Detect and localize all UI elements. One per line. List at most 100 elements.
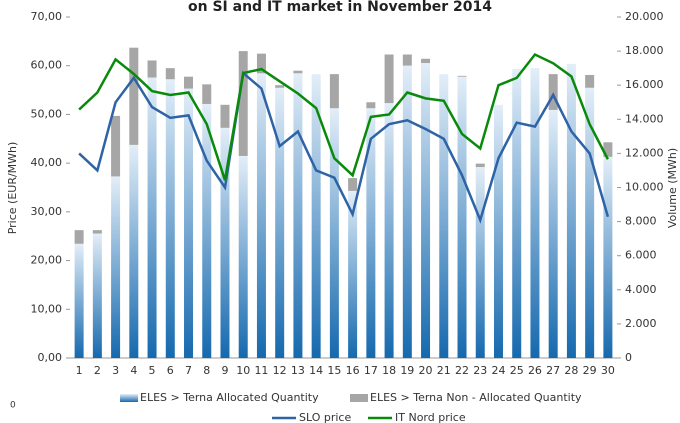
bar: [74, 243, 84, 358]
x-tick-label: 14: [309, 364, 323, 377]
bar: [329, 108, 339, 358]
bar: [348, 178, 358, 191]
bar: [311, 74, 321, 359]
bar: [293, 73, 303, 358]
legend-label: ELES > Terna Allocated Quantity: [140, 391, 319, 404]
y-tick-label: 70,00: [31, 10, 63, 23]
bar: [275, 85, 285, 88]
y-tick-label: 50,00: [31, 107, 63, 120]
x-tick-label: 21: [437, 364, 451, 377]
legend-swatch: [350, 394, 368, 402]
bar: [530, 68, 540, 359]
bar: [475, 163, 485, 168]
x-tick-label: 17: [364, 364, 378, 377]
legend-label: IT Nord price: [395, 411, 466, 423]
bar: [329, 74, 339, 109]
bar: [147, 77, 157, 358]
y-tick-label: 60,00: [31, 59, 63, 72]
x-tick-label: 19: [400, 364, 414, 377]
bar: [111, 176, 121, 358]
x-tick-label: 25: [510, 364, 524, 377]
bar: [184, 76, 194, 89]
y-tick-label: 0,00: [38, 351, 63, 364]
bar: [129, 47, 139, 145]
line: [78, 70, 610, 224]
bar: [202, 103, 212, 358]
bar: [402, 54, 412, 66]
bar: [366, 108, 376, 358]
bar: [184, 88, 194, 359]
bar: [457, 75, 467, 77]
bar: [566, 63, 576, 358]
line: [78, 52, 609, 181]
bar: [384, 54, 394, 104]
bar: [348, 190, 358, 358]
y-tick-label: 40,00: [31, 156, 63, 169]
legend-label: ELES > Terna Non - Allocated Quantity: [370, 391, 582, 404]
bar: [92, 233, 102, 358]
chart-title: on SI and IT market in November 2014: [188, 0, 492, 15]
x-tick-label: 2: [94, 364, 101, 377]
bar: [548, 109, 558, 358]
bar: [585, 87, 595, 358]
x-tick-label: 18: [382, 364, 396, 377]
bar: [439, 74, 449, 359]
bar: [238, 155, 248, 358]
bar: [275, 87, 285, 358]
legend-swatch: [120, 394, 138, 402]
bar: [548, 74, 558, 110]
bar: [147, 60, 157, 78]
x-tick-label: 4: [130, 364, 137, 377]
bar: [585, 74, 595, 88]
bar: [421, 58, 431, 64]
bar: [238, 51, 248, 156]
bar: [384, 103, 394, 358]
x-tick-label: 26: [528, 364, 542, 377]
y-tick-label: 20,00: [31, 254, 63, 267]
y2-tick-label: 14.000: [625, 112, 664, 125]
y2-tick-label: 2.000: [625, 317, 657, 330]
bar: [165, 79, 175, 359]
bar: [366, 102, 376, 109]
bar: [402, 65, 412, 358]
bar: [256, 53, 266, 74]
x-tick-label: 20: [419, 364, 433, 377]
x-tick-label: 27: [546, 364, 560, 377]
y2-tick-label: 16.000: [625, 78, 664, 91]
y2-tick-label: 6.000: [625, 249, 657, 262]
x-tick-label: 6: [167, 364, 174, 377]
x-tick-label: 15: [327, 364, 341, 377]
bar: [74, 230, 84, 244]
y2-tick-label: 20.000: [625, 10, 664, 23]
y-tick-label: 30,00: [31, 205, 63, 218]
x-tick-label: 23: [473, 364, 487, 377]
x-tick-label: 9: [221, 364, 228, 377]
y2-tick-label: 8.000: [625, 215, 657, 228]
bar: [256, 73, 266, 358]
x-tick-label: 24: [491, 364, 505, 377]
y2-tick-label: 12.000: [625, 146, 664, 159]
bar: [165, 68, 175, 80]
bar: [475, 167, 485, 358]
x-tick-label: 1: [76, 364, 83, 377]
y2-tick-label: 10.000: [625, 181, 664, 194]
legend-label: SLO price: [299, 411, 351, 423]
x-tick-label: 13: [291, 364, 305, 377]
x-tick-label: 28: [564, 364, 578, 377]
x-tick-label: 10: [236, 364, 250, 377]
x-tick-label: 12: [273, 364, 287, 377]
bar: [493, 104, 503, 359]
bar: [512, 69, 522, 358]
x-tick-label: 22: [455, 364, 469, 377]
y2-tick-label: 4.000: [625, 283, 657, 296]
y2-tick-label: 18.000: [625, 44, 664, 57]
bar: [220, 127, 230, 358]
x-tick-label: 11: [254, 364, 268, 377]
x-tick-label: 30: [601, 364, 615, 377]
y2-axis-label: Volume (MWh): [666, 148, 679, 228]
annotation: 0: [10, 401, 16, 411]
bar: [220, 104, 230, 128]
bar: [129, 144, 139, 358]
y2-tick-label: 0: [625, 351, 632, 364]
